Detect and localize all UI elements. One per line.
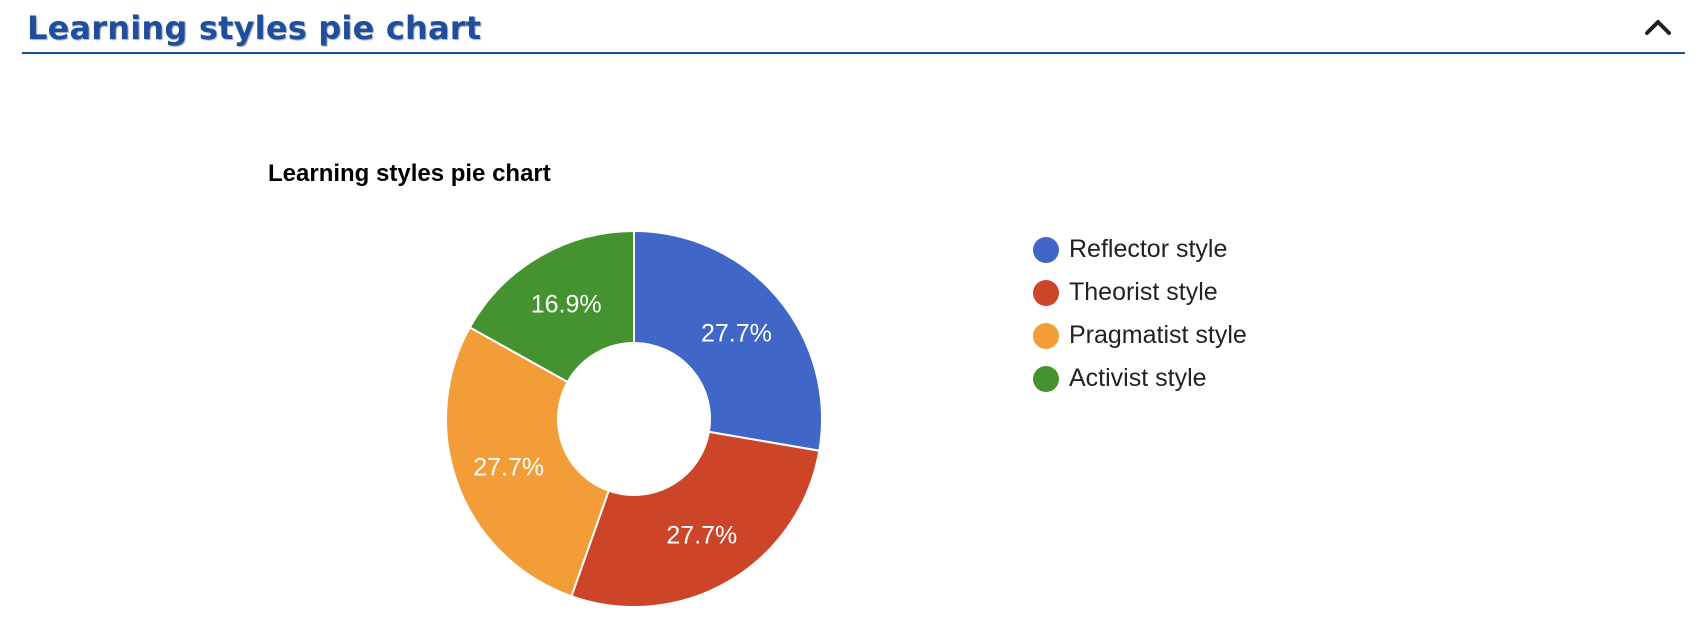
pie-slice-activist-style[interactable] <box>468 229 635 384</box>
pie-slice-pragmatist-style[interactable] <box>445 326 610 598</box>
pie-slice-reflector-style[interactable] <box>633 229 823 452</box>
section-title: Learning styles pie chart <box>27 9 482 47</box>
slice-label: 16.9% <box>531 290 602 318</box>
legend: Reflector style Theorist style Pragmatist … <box>1033 228 1453 400</box>
legend-item[interactable]: Pragmatist style <box>1033 314 1453 357</box>
legend-swatch <box>1033 322 1059 349</box>
legend-swatch <box>1033 279 1059 306</box>
legend-item[interactable]: Theorist style <box>1033 271 1453 314</box>
slice-label: 27.7% <box>666 522 737 550</box>
chart-title: Learning styles pie chart <box>268 160 551 187</box>
legend-label: Theorist style <box>1069 278 1218 306</box>
chart-area: Learning styles pie chart 27.7% 27.7% 27.7… <box>0 52 1700 626</box>
slice-label: 27.7% <box>473 453 544 481</box>
legend-item[interactable]: Reflector style <box>1033 228 1453 271</box>
pie-slice-theorist-style[interactable] <box>570 430 821 608</box>
legend-label: Pragmatist style <box>1069 321 1247 349</box>
collapse-button[interactable] <box>1641 12 1675 42</box>
section-header: Learning styles pie chart <box>22 0 1685 54</box>
legend-label: Reflector style <box>1069 235 1228 263</box>
donut-chart: 27.7% 27.7% 27.7% 16.9% <box>445 229 823 608</box>
legend-swatch <box>1033 365 1059 392</box>
legend-swatch <box>1033 236 1059 263</box>
legend-item[interactable]: Activist style <box>1033 357 1453 400</box>
chevron-up-icon <box>1645 20 1671 35</box>
slice-label: 27.7% <box>701 320 772 348</box>
legend-label: Activist style <box>1069 364 1207 392</box>
